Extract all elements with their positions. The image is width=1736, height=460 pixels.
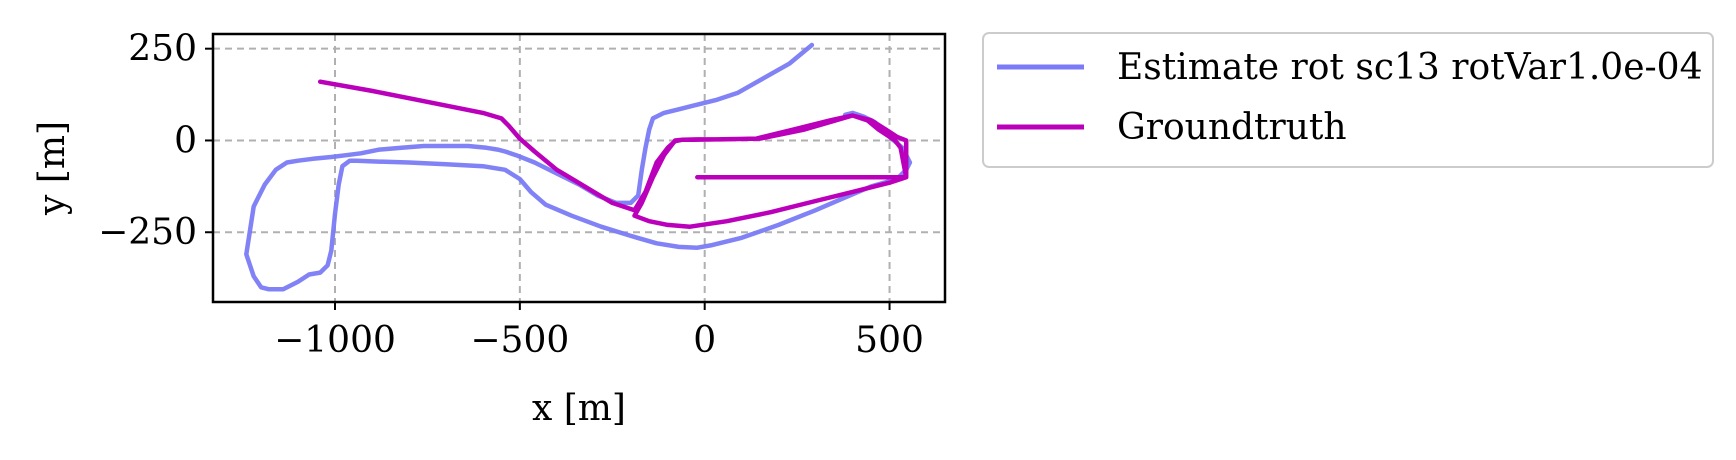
grid-lines [213,34,945,302]
series-line-groundtruth [317,79,909,229]
series-line-estimate [244,42,913,292]
legend-label-estimate: Estimate rot sc13 rotVar1.0e-04 [1117,47,1702,88]
y-tick-label: 250 [128,29,197,70]
legend: Estimate rot sc13 rotVar1.0e-04 Groundtr… [982,32,1714,168]
x-tick-label: 0 [693,320,716,361]
plot-frame [211,32,947,304]
y-tick-label: −250 [98,212,197,253]
y-axis-label: y [m] [32,121,73,216]
series-lines [244,42,913,292]
x-tick-label: 500 [855,320,924,361]
x-axis: −1000 −500 0 500 [274,302,924,361]
x-tick-label: −500 [470,320,569,361]
legend-label-groundtruth: Groundtruth [1117,107,1347,148]
y-tick-label: 0 [174,120,197,161]
x-axis-label: x [m] [532,388,626,429]
legend-box [982,32,1714,168]
x-tick-label: −1000 [274,320,396,361]
y-axis: 250 0 −250 [98,29,213,253]
